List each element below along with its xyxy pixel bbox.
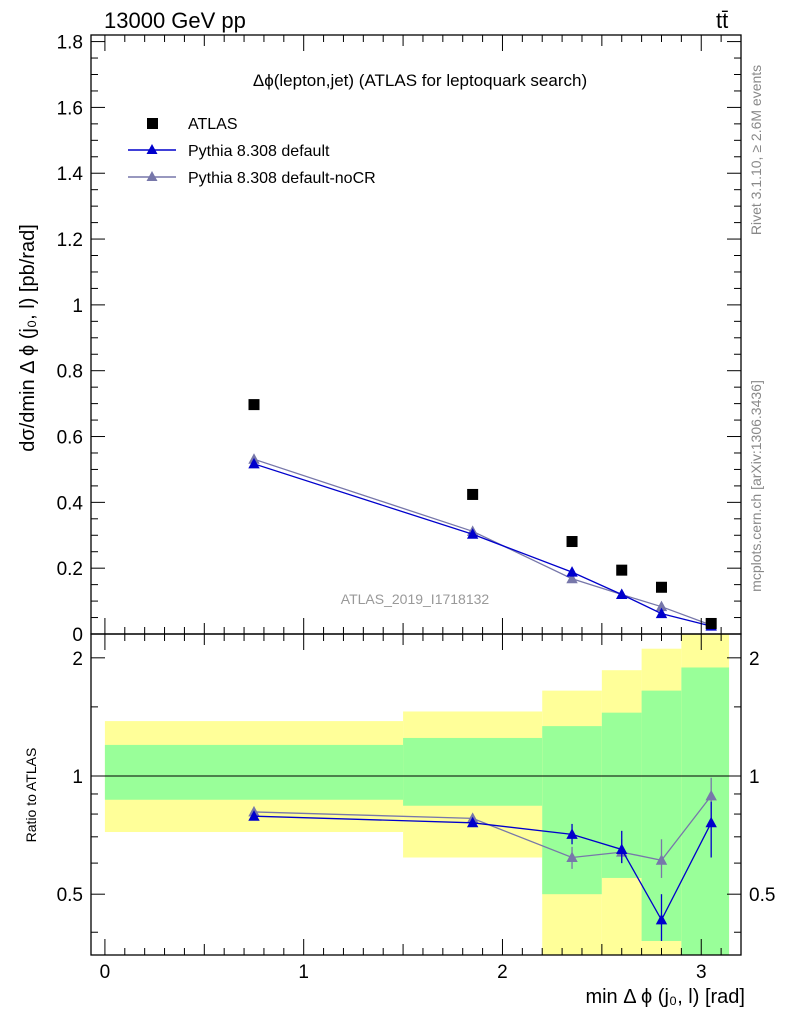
legend: ATLAS Pythia 8.308 default Pythia 8.308 … — [128, 116, 376, 187]
main-point-atlas — [566, 536, 578, 548]
x-tick-label: 2 — [497, 962, 508, 983]
ratio-y-tick-label: 0.5 — [57, 885, 83, 906]
main-point-default — [616, 588, 628, 600]
ratio-y-tick-label-right: 2 — [749, 649, 760, 670]
main-point-atlas — [705, 617, 717, 629]
main-y-tick-label: 0.2 — [57, 559, 83, 580]
main-point-atlas — [655, 581, 667, 593]
legend-marker-nocr — [146, 171, 158, 181]
main-y-axis-label: dσ/dmin Δ ϕ (j₀, l) [pb/rad] — [17, 224, 39, 452]
axis-ticks: 0 0.2 0.4 0.6 0.8 1 1.2 1.4 1.6 1.8 0 1 2 3 0.5 0.5 1 1 2 2 — [57, 33, 776, 983]
process-label: tt̄ — [716, 8, 728, 33]
main-point-nocr — [566, 572, 578, 584]
main-y-tick-label: 0.8 — [57, 362, 83, 383]
legend-label-default: Pythia 8.308 default — [188, 143, 330, 160]
main-y-tick-label: 0 — [72, 625, 83, 646]
main-y-tick-label: 1.8 — [57, 33, 83, 54]
main-line-nocr — [253, 458, 712, 626]
green-band-bin — [403, 737, 543, 806]
x-tick-label: 3 — [696, 962, 707, 983]
ratio-point-nocr — [655, 854, 668, 865]
ratio-point-default — [705, 816, 717, 828]
main-line-default — [253, 463, 712, 627]
main-series — [248, 399, 717, 631]
ratio-y-tick-label-right: 0.5 — [749, 885, 775, 906]
green-band-bin — [104, 744, 404, 800]
x-tick-label: 0 — [100, 962, 111, 983]
ratio-y-axis-label: Ratio to ATLAS — [23, 748, 39, 843]
ratio-point-nocr — [705, 789, 717, 801]
x-tick-label: 1 — [298, 962, 309, 983]
ratio-point-default — [248, 810, 260, 821]
chart-title: Δϕ(lepton,jet) (ATLAS for leptoquark sea… — [253, 71, 587, 90]
main-point-nocr — [655, 600, 668, 612]
main-y-tick-label: 1.2 — [57, 230, 83, 251]
analysis-label: ATLAS_2019_I1718132 — [341, 591, 490, 607]
main-point-atlas — [248, 399, 260, 411]
ratio-y-tick-label-right: 1 — [749, 767, 760, 788]
ratio-point-default — [655, 913, 668, 925]
ratio-line-nocr — [253, 795, 712, 862]
mcplots-label: mcplots.cern.ch [arXiv:1306.3436] — [748, 380, 764, 592]
legend-label-atlas: ATLAS — [188, 116, 238, 133]
main-point-default — [248, 457, 260, 469]
green-band-bin — [681, 667, 730, 955]
ratio-bands — [104, 634, 730, 955]
ratio-point-default — [616, 843, 628, 854]
ratio-y-tick-label: 2 — [72, 649, 83, 670]
ratio-frame — [90, 633, 742, 956]
legend-label-nocr: Pythia 8.308 default-noCR — [188, 170, 376, 187]
ratio-series — [248, 777, 717, 941]
main-point-default — [566, 566, 578, 577]
x-axis-label: min Δ ϕ (j₀, l) [rad] — [585, 986, 745, 1008]
legend-marker-default — [146, 144, 158, 154]
main-y-tick-label: 1.6 — [57, 98, 83, 119]
main-y-tick-label: 0.4 — [57, 493, 84, 514]
ratio-point-default — [466, 816, 479, 828]
legend-marker-atlas — [147, 118, 158, 129]
energy-label: 13000 GeV pp — [104, 8, 246, 33]
main-y-tick-label: 0.6 — [57, 428, 83, 449]
axes-frames — [90, 34, 742, 956]
main-y-tick-label: 1 — [72, 296, 83, 317]
ratio-point-nocr — [566, 851, 578, 863]
main-point-default — [655, 607, 668, 619]
rivet-label: Rivet 3.1.10, ≥ 2.6M events — [748, 65, 764, 235]
ratio-point-default — [566, 828, 578, 839]
ratio-line-default — [253, 815, 712, 922]
main-point-atlas — [467, 488, 479, 500]
main-point-default — [466, 528, 479, 539]
ratio-y-tick-label: 1 — [72, 767, 83, 788]
green-band-bin — [542, 726, 602, 895]
main-y-tick-label: 1.4 — [57, 164, 84, 185]
main-point-atlas — [616, 564, 628, 576]
